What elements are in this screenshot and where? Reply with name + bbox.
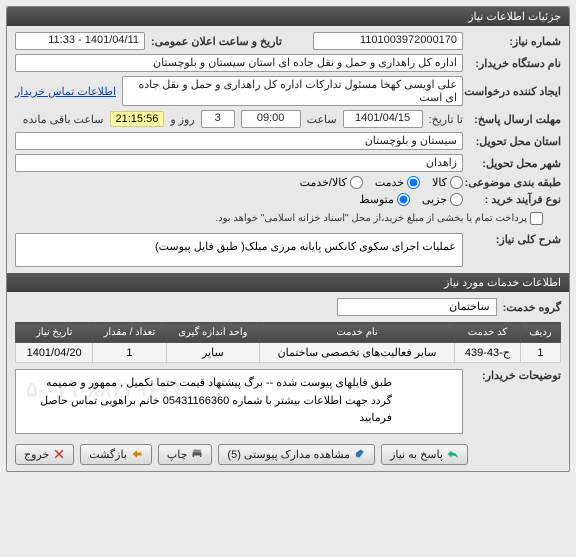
deadline-time: 09:00 [241,110,301,128]
deadline-label: مهلت ارسال پاسخ: [469,113,561,126]
need-no-label: شماره نیاز: [469,35,561,48]
cat-goods-radio[interactable]: کالا [432,176,463,189]
need-no-value: 1101003972000170 [313,32,463,50]
days-remain: 3 [201,110,235,128]
attachment-icon [354,448,366,460]
days-label: روز و [170,113,194,126]
to-label: تا تاریخ: [429,113,463,126]
table-header: کد خدمت [455,323,521,343]
cat-both-label: کالا/خدمت [300,176,347,189]
subject-label: شرح کلی نیاز: [469,233,561,246]
process-label: نوع فرآیند خرید : [469,193,561,206]
back-button[interactable]: بازگشت [80,444,152,465]
row-buyer-notes: توضیحات خریدار: طبق فایلهای پیوست شده --… [15,369,561,434]
table-cell: سایر فعالیت‌های تخصصی ساختمان [260,343,455,363]
print-label: چاپ [167,448,188,461]
time-remain: 21:15:56 [110,111,165,127]
respond-button[interactable]: پاسخ به نیاز [381,444,468,465]
buyer-notes-box: طبق فایلهای پیوست شده -- برگ پیشنهاد قیم… [15,369,463,434]
cat-goods-label: کالا [432,176,447,189]
process-medium-radio[interactable]: متوسط [359,193,410,206]
province-value: سیستان و بلوچستان [15,132,463,150]
remain-label: ساعت باقی مانده [23,113,104,126]
row-org: نام دستگاه خریدار: اداره کل راهداری و حم… [15,54,561,72]
row-city: شهر محل تحویل: زاهدان [15,154,561,172]
announce-value: 1401/04/11 - 11:33 [15,32,145,50]
table-cell: 1 [93,343,166,363]
process-minor-radio[interactable]: جزیی [422,193,463,206]
exit-label: خروج [24,448,49,461]
row-deadline: مهلت ارسال پاسخ: تا تاریخ: 1401/04/15 سا… [15,110,561,128]
partial-pay-label: پرداخت تمام یا بخشی از مبلغ خرید،از محل … [215,213,527,224]
group-label: گروه خدمت: [503,301,561,314]
cat-both-radio[interactable]: کالا/خدمت [300,176,363,189]
print-button[interactable]: چاپ [158,444,213,465]
reply-icon [447,448,459,460]
group-value: ساختمان [337,298,497,316]
requester-label: ایجاد کننده درخواست: [469,85,561,98]
org-label: نام دستگاه خریدار: [469,57,561,70]
cat-service-radio[interactable]: خدمت [375,176,420,189]
content-area: شماره نیاز: 1101003972000170 تاریخ و ساع… [7,26,569,471]
section-services-header: اطلاعات خدمات مورد نیاز [7,273,569,292]
row-province: استان محل تحویل: سیستان و بلوچستان [15,132,561,150]
table-header: تعداد / مقدار [93,323,166,343]
buyer-notes-value: طبق فایلهای پیوست شده -- برگ پیشنهاد قیم… [40,377,392,424]
main-panel: جزئیات اطلاعات نیاز شماره نیاز: 11010039… [6,6,570,472]
back-icon [131,448,143,460]
table-header: ردیف [520,323,560,343]
table-header: نام خدمت [260,323,455,343]
table-cell: ج-43-439 [455,343,521,363]
city-value: زاهدان [15,154,463,172]
respond-label: پاسخ به نیاز [390,448,443,461]
org-value: اداره کل راهداری و حمل و نقل جاده ای است… [15,54,463,72]
process-minor-label: جزیی [422,193,447,206]
table-header: واحد اندازه گیری [166,323,259,343]
exit-button[interactable]: خروج [15,444,74,465]
province-label: استان محل تحویل: [469,135,561,148]
city-label: شهر محل تحویل: [469,157,561,170]
exit-icon [53,448,65,460]
back-label: بازگشت [89,448,127,461]
row-requester: ایجاد کننده درخواست: علی اویسی کهخا مسئو… [15,76,561,106]
deadline-time-label: ساعت [307,113,337,126]
row-category: طبقه بندی موضوعی: کالا خدمت کالا/خدمت [15,176,561,189]
contact-link[interactable]: اطلاعات تماس خریدار [15,85,116,98]
table-cell: 1401/04/20 [16,343,93,363]
buyer-notes-label: توضیحات خریدار: [469,369,561,382]
print-icon [191,448,203,460]
button-bar: پاسخ به نیاز مشاهده مدارک پیوستی (5) چاپ… [15,438,561,465]
process-medium-label: متوسط [359,193,394,206]
table-row: 1ج-43-439سایر فعالیت‌های تخصصی ساختمانسا… [16,343,561,363]
partial-pay-check[interactable]: پرداخت تمام یا بخشی از مبلغ خرید،از محل … [215,212,543,225]
requester-value: علی اویسی کهخا مسئول تدارکات اداره کل را… [122,76,463,106]
announce-label: تاریخ و ساعت اعلان عمومی: [151,35,282,48]
title-bar: جزئیات اطلاعات نیاز [7,7,569,26]
table-header: تاریخ نیاز [16,323,93,343]
deadline-date: 1401/04/15 [343,110,423,128]
attachments-button[interactable]: مشاهده مدارک پیوستی (5) [218,444,375,465]
row-process: نوع فرآیند خرید : جزیی متوسط پرداخت تمام… [15,193,561,225]
table-cell: سایر [166,343,259,363]
subject-value: عملیات اجرای سکوی کانکس پایانه مرزی میلک… [15,233,463,267]
row-need-no: شماره نیاز: 1101003972000170 تاریخ و ساع… [15,32,561,50]
services-table: ردیفکد خدمتنام خدمتواحد اندازه گیریتعداد… [15,322,561,363]
table-cell: 1 [520,343,560,363]
cat-service-label: خدمت [375,176,404,189]
row-subject: شرح کلی نیاز: عملیات اجرای سکوی کانکس پا… [15,233,561,267]
attachments-label: مشاهده مدارک پیوستی (5) [227,448,350,461]
cat-label: طبقه بندی موضوعی: [469,176,561,189]
row-service-group: گروه خدمت: ساختمان [15,298,561,316]
